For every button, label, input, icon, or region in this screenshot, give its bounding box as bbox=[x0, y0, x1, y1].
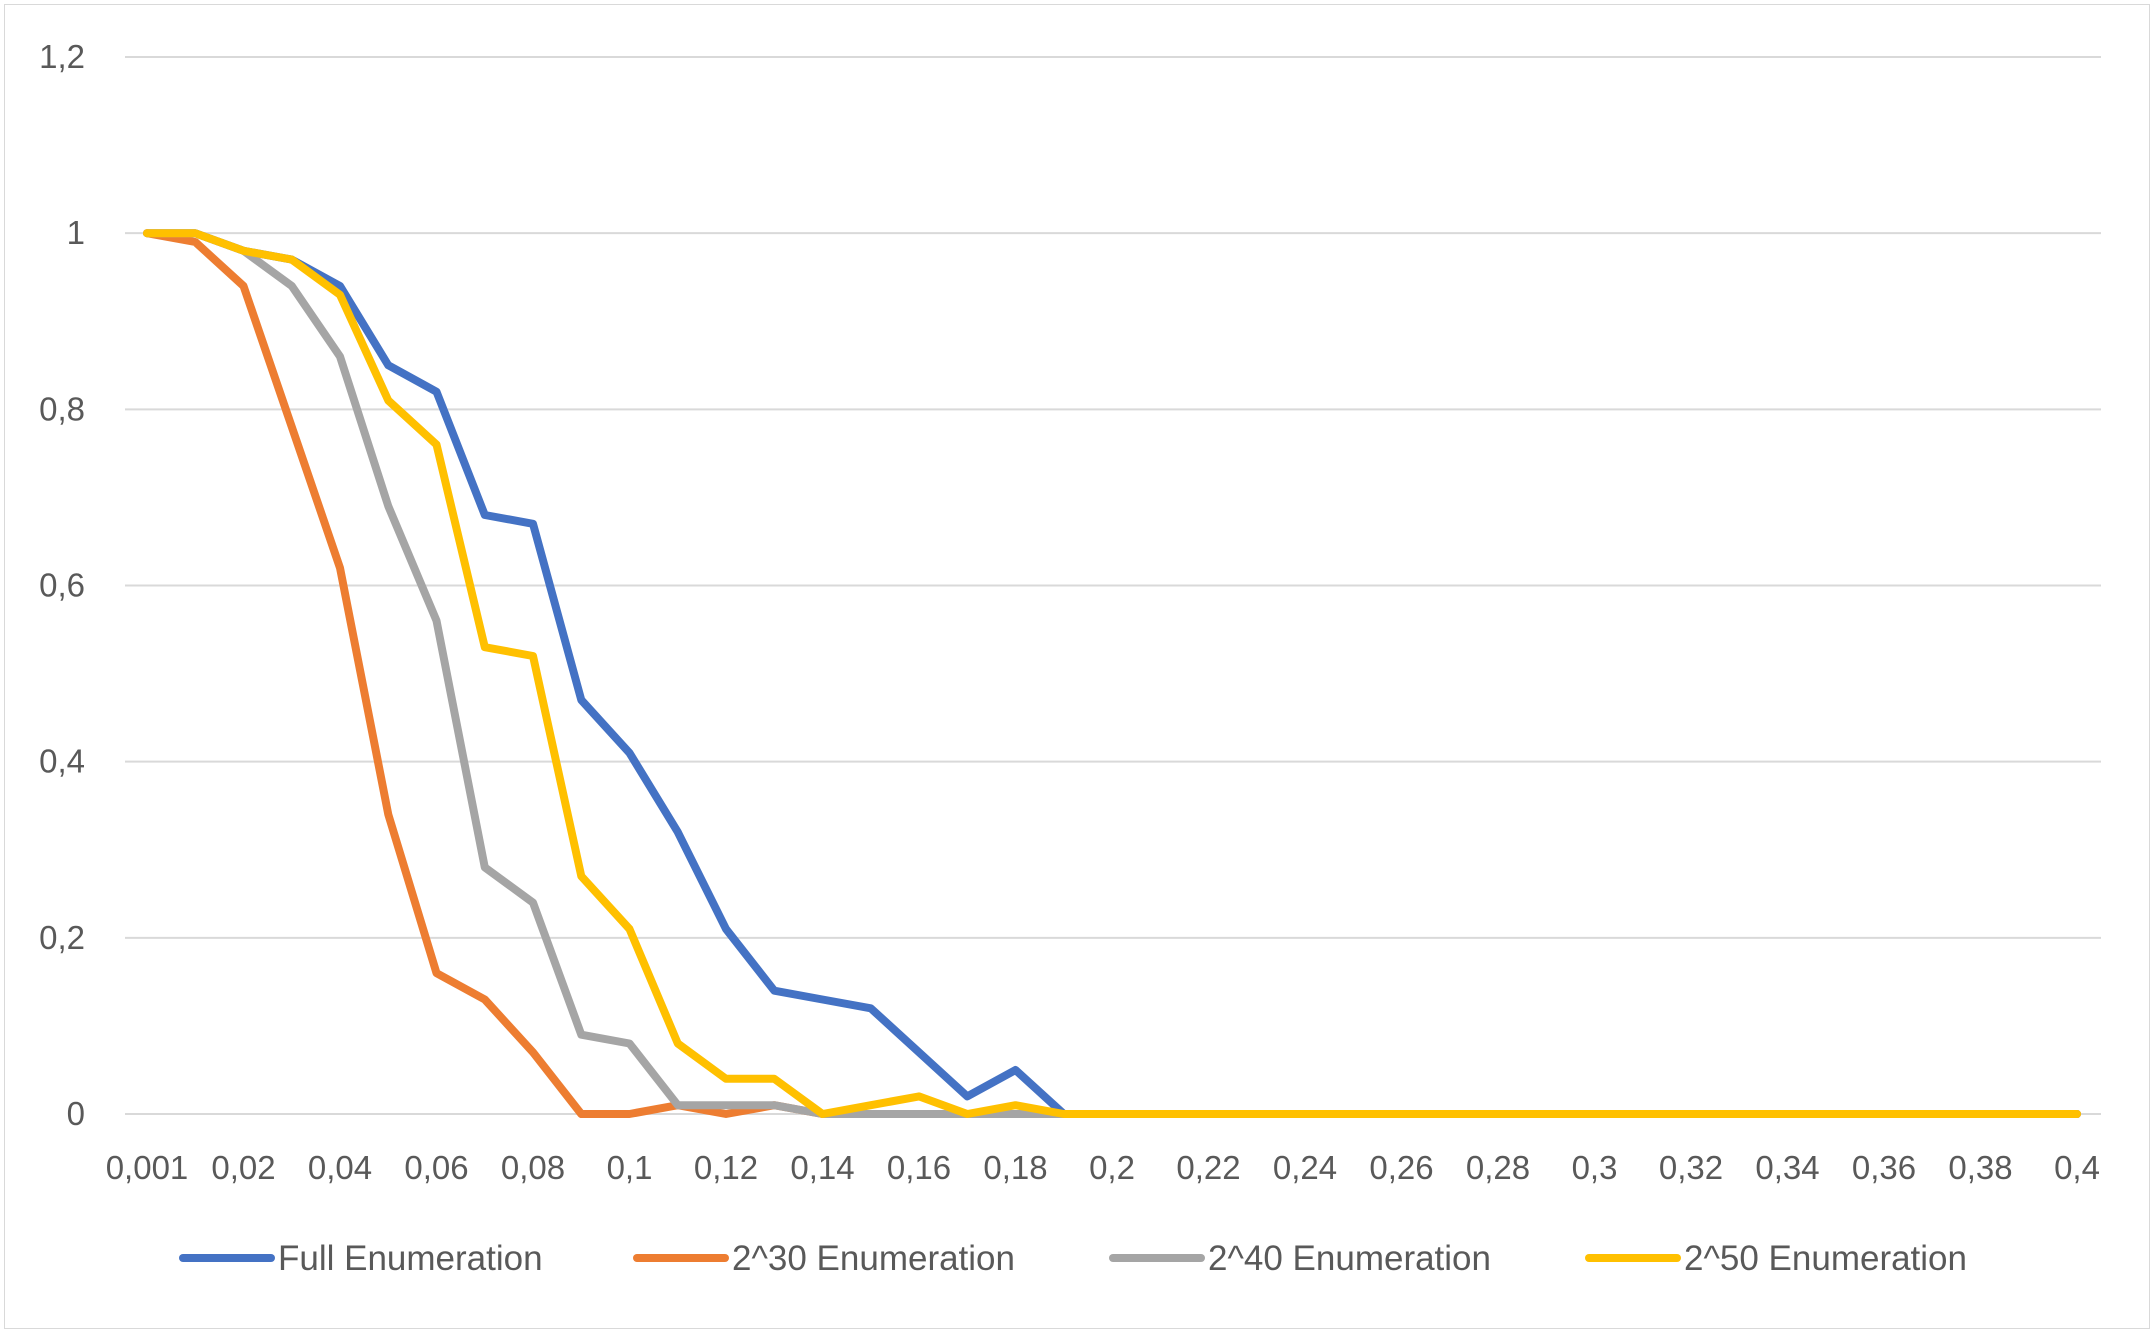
x-tick-label: 0,14 bbox=[790, 1149, 854, 1186]
x-tick-label: 0,1 bbox=[607, 1149, 653, 1186]
legend-label-full-enumeration: Full Enumeration bbox=[278, 1239, 543, 1278]
series-line-2-30-enumeration bbox=[143, 229, 2081, 1118]
series-lines bbox=[143, 229, 2081, 1118]
x-tick-label: 0,32 bbox=[1659, 1149, 1723, 1186]
x-tick-label: 0,4 bbox=[2054, 1149, 2100, 1186]
y-tick-label: 0,4 bbox=[39, 743, 85, 780]
x-tick-label: 0,3 bbox=[1572, 1149, 1618, 1186]
x-tick-label: 0,24 bbox=[1273, 1149, 1337, 1186]
series-line-2-40-enumeration bbox=[143, 229, 2081, 1118]
x-tick-label: 0,36 bbox=[1852, 1149, 1916, 1186]
x-tick-label: 0,001 bbox=[106, 1149, 189, 1186]
x-tick-label: 0,04 bbox=[308, 1149, 372, 1186]
series-line-2-50-enumeration bbox=[143, 229, 2081, 1118]
x-tick-label: 0,08 bbox=[501, 1149, 565, 1186]
x-tick-label: 0,12 bbox=[694, 1149, 758, 1186]
x-tick-label: 0,06 bbox=[404, 1149, 468, 1186]
line-chart: 00,20,40,60,811,2 0,001 0,02 0,04 0,06 0,08 0… bbox=[39, 38, 2101, 1278]
legend-label-2-40-enumeration: 2^40 Enumeration bbox=[1208, 1239, 1491, 1278]
chart-area: 0 0,2 0,4 0,6 0,8 1 1,2 0,001 0,02 0,04 0,06 0,08 0… bbox=[4, 4, 2150, 1329]
series-line-full-enumeration bbox=[143, 229, 2081, 1118]
x-axis-tick-labels: 0,001 0,02 0,04 0,06 0,08 0,1 0,12 0,14 0,16 0,18… bbox=[106, 1149, 2100, 1186]
y-tick-label: 0 bbox=[67, 1095, 85, 1132]
gridlines bbox=[125, 56, 2101, 1115]
legend-label-2-30-enumeration: 2^30 Enumeration bbox=[732, 1239, 1015, 1278]
legend: Full Enumeration 2^30 Enumeration 2^40 Enu… bbox=[179, 1239, 1967, 1278]
x-tick-label: 0,2 bbox=[1089, 1149, 1135, 1186]
y-tick-label: 1,2 bbox=[39, 38, 85, 75]
x-tick-label: 0,02 bbox=[211, 1149, 275, 1186]
y-tick-label: 0,6 bbox=[39, 567, 85, 604]
x-tick-label: 0,28 bbox=[1466, 1149, 1530, 1186]
y-tick-label: 1 bbox=[67, 214, 85, 251]
y-axis-tick-labels: 0 0,2 0,4 0,6 0,8 1 1,2 bbox=[39, 38, 85, 1132]
x-tick-label: 0,22 bbox=[1176, 1149, 1240, 1186]
x-tick-label: 0,38 bbox=[1948, 1149, 2012, 1186]
x-tick-label: 0,18 bbox=[983, 1149, 1047, 1186]
x-tick-label: 0,16 bbox=[887, 1149, 951, 1186]
y-tick-label: 0,8 bbox=[39, 390, 85, 427]
legend-label-2-50-enumeration: 2^50 Enumeration bbox=[1684, 1239, 1967, 1278]
x-tick-label: 0,34 bbox=[1755, 1149, 1819, 1186]
y-tick-label: 0,2 bbox=[39, 919, 85, 956]
x-tick-label: 0,26 bbox=[1369, 1149, 1433, 1186]
